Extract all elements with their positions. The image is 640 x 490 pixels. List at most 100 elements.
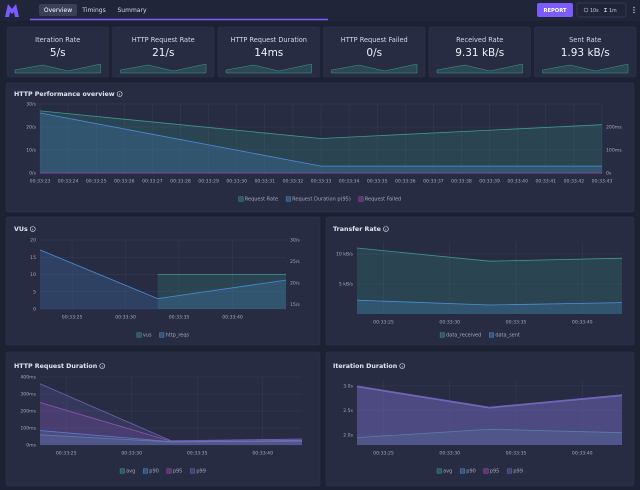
- info-icon: [99, 363, 105, 369]
- x-tick-label: 00:33:40: [252, 451, 273, 457]
- y-tick-label: 10 kB/s: [336, 252, 354, 258]
- x-tick-label: 00:33:35: [169, 315, 190, 321]
- x-tick-label: 00:33:32: [283, 179, 304, 185]
- panel: [5, 82, 635, 213]
- menu-dot[interactable]: [633, 9, 635, 11]
- legend-swatch: [483, 468, 489, 474]
- panel-title: HTTP Request Duration: [14, 363, 97, 370]
- stat-value: 5/s: [50, 47, 66, 59]
- x-tick-label: 00:33:40: [507, 179, 528, 185]
- stat-card: [217, 26, 320, 78]
- legend-swatch: [358, 196, 364, 202]
- series-line: [39, 383, 303, 442]
- legend-label: vus: [143, 333, 152, 339]
- x-tick-label: 00:33:36: [395, 179, 416, 185]
- series-line: [39, 110, 603, 139]
- legend-swatch: [507, 468, 513, 474]
- stat-card: [534, 26, 637, 78]
- x-tick-label: 00:33:35: [367, 179, 388, 185]
- stat-value: 14ms: [254, 47, 283, 59]
- x-tick-label: 00:33:25: [373, 320, 394, 326]
- legend-swatch: [460, 468, 465, 474]
- series-area: [357, 300, 622, 314]
- x-tick-label: 00:33:42: [564, 179, 585, 185]
- sparkline: [225, 63, 312, 74]
- stat-value: 21/s: [152, 47, 174, 59]
- sparkline: [542, 63, 629, 74]
- y-tick-label: 15: [30, 255, 36, 261]
- report-button[interactable]: [537, 3, 573, 17]
- x-tick-label: 00:33:35: [506, 451, 527, 457]
- series-area: [357, 248, 622, 314]
- legend-swatch: [489, 332, 494, 338]
- y2-tick-label: 200ms: [606, 125, 622, 131]
- active-tab[interactable]: [39, 4, 77, 16]
- x-tick-label: 00:33:26: [114, 179, 135, 185]
- refresh-icon: [583, 7, 589, 13]
- legend-swatch: [166, 468, 172, 474]
- legend-swatch: [190, 468, 196, 474]
- stat-title: HTTP Request Duration: [231, 36, 308, 44]
- x-tick-label: 00:33:33: [311, 179, 332, 185]
- panel-title: HTTP Performance overview: [14, 91, 115, 98]
- tab[interactable]: Summary: [118, 7, 147, 14]
- legend-label: data_sent: [495, 333, 520, 339]
- y-tick-label: 0/s: [29, 171, 36, 177]
- sparkline: [436, 63, 523, 74]
- x-tick-label: 00:33:39: [479, 179, 500, 185]
- stat-value: 9.31 kB/s: [455, 47, 504, 59]
- refresh-interval[interactable]: 10s: [590, 8, 599, 14]
- series-area: [40, 434, 302, 445]
- panel-title: Transfer Rate: [333, 226, 381, 233]
- sparkline: [331, 63, 418, 74]
- x-tick-label: 00:33:35: [506, 320, 527, 326]
- series-area: [40, 110, 602, 173]
- legend-label: p99: [196, 469, 206, 475]
- tab[interactable]: Overview: [44, 7, 72, 14]
- x-tick-label: 00:33:34: [339, 179, 360, 185]
- legend-label: p95: [173, 469, 183, 475]
- y2-tick-label: 30/s: [290, 238, 300, 244]
- info-icon: [116, 91, 123, 97]
- stat-value: 0/s: [366, 47, 382, 59]
- x-tick-label: 00:33:30: [121, 451, 142, 457]
- y-tick-label: 10: [30, 272, 36, 278]
- legend-label: p90: [149, 469, 159, 475]
- x-tick-label: 00:33:30: [226, 179, 247, 185]
- controls: [576, 2, 627, 18]
- x-tick-label: 00:33:30: [439, 320, 460, 326]
- info-icon: [383, 226, 389, 232]
- stat-title: HTTP Request Failed: [341, 36, 408, 44]
- legend-label: data_received: [446, 333, 481, 339]
- legend-swatch: [436, 468, 442, 474]
- stat-title: HTTP Request Rate: [132, 36, 195, 44]
- series-area: [40, 402, 302, 445]
- x-tick-label: 00:33:25: [56, 451, 77, 457]
- series-line: [356, 428, 623, 439]
- x-tick-label: 00:33:30: [439, 451, 460, 457]
- panel: [325, 216, 635, 346]
- series-area: [357, 429, 622, 445]
- series-area: [357, 386, 622, 445]
- timer-icon: [604, 8, 607, 12]
- stat-title: Iteration Rate: [35, 36, 80, 44]
- stat-card: [323, 26, 426, 78]
- x-tick-label: 00:33:28: [170, 179, 191, 185]
- x-tick-label: 00:33:43: [592, 179, 613, 185]
- legend-label: p95: [490, 469, 500, 475]
- stat-title: Received Rate: [456, 36, 503, 44]
- logo: [5, 4, 19, 17]
- y-tick-label: 2.5s: [343, 408, 353, 414]
- series-line: [39, 249, 287, 300]
- x-tick-label: 00:33:29: [198, 179, 219, 185]
- time-range[interactable]: 1m: [609, 8, 617, 14]
- report-button-label[interactable]: REPORT: [543, 8, 567, 14]
- menu-dot[interactable]: [633, 6, 635, 9]
- x-tick-label: 00:33:27: [142, 179, 163, 185]
- x-tick-label: 00:33:38: [451, 179, 472, 185]
- series-line: [39, 112, 602, 167]
- x-tick-label: 00:33:40: [222, 315, 243, 321]
- menu-dot[interactable]: [633, 11, 635, 14]
- tab[interactable]: Timings: [81, 7, 105, 14]
